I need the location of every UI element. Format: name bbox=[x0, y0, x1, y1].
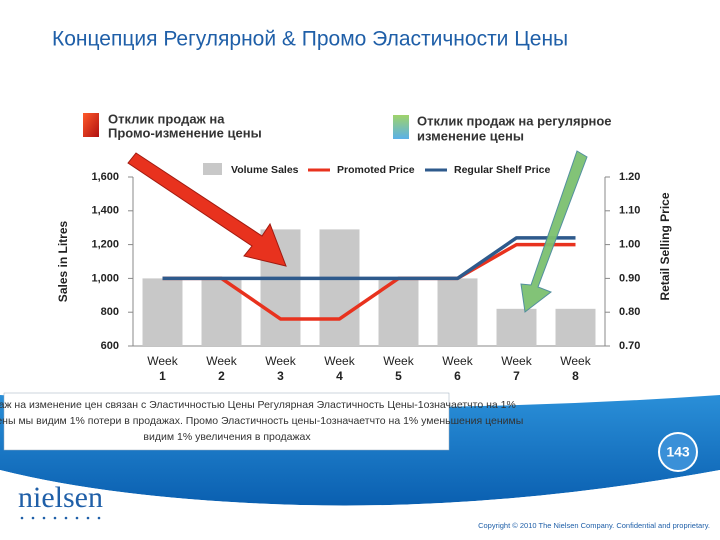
y-axis-title: Sales in Litres bbox=[56, 220, 70, 302]
y2-tick-label: 1.20 bbox=[619, 171, 640, 183]
x-tick-label: Week 4 bbox=[324, 354, 355, 383]
logo-dots bbox=[20, 516, 101, 520]
regular-arrow bbox=[520, 150, 588, 313]
y-tick-label: 1,600 bbox=[91, 171, 119, 183]
y2-axis-title: Retail Selling Price bbox=[658, 192, 672, 300]
y-tick-label: 1,000 bbox=[91, 272, 119, 284]
promo-arrow bbox=[127, 152, 287, 267]
legend-label: Volume Sales bbox=[231, 164, 299, 176]
x-tick-label: Week 6 bbox=[442, 354, 473, 383]
regular-callout: изменение цены bbox=[417, 128, 524, 143]
y-tick-label: 600 bbox=[101, 340, 119, 352]
bar bbox=[555, 308, 596, 346]
price-line bbox=[162, 236, 576, 281]
x-tick-label: Week 7 bbox=[501, 354, 532, 383]
logo: nielsen bbox=[18, 481, 103, 514]
y2-tick-label: 0.70 bbox=[619, 340, 640, 352]
x-tick-label: Week 1 bbox=[147, 354, 178, 383]
legend-label: Regular Shelf Price bbox=[454, 164, 550, 176]
note-line: Отклик продаж на изменение цен связан с … bbox=[0, 399, 516, 411]
y-tick-label: 1,400 bbox=[91, 205, 119, 217]
promo-callout: Отклик продаж на bbox=[108, 111, 225, 126]
y2-tick-label: 0.80 bbox=[619, 306, 640, 318]
y2-tick-label: 1.00 bbox=[619, 239, 640, 251]
legend-swatch bbox=[203, 163, 222, 175]
bar bbox=[496, 308, 537, 346]
y2-tick-label: 1.10 bbox=[619, 205, 640, 217]
white-wave bbox=[0, 470, 720, 540]
x-tick-label: Week 2 bbox=[206, 354, 237, 383]
slide-title: Концепция Регулярной & Промо Эластичност… bbox=[52, 28, 568, 51]
bar bbox=[437, 278, 478, 346]
regular-icon bbox=[393, 115, 409, 139]
note-line: увеличения цены мы видим 1% потери в про… bbox=[0, 415, 523, 427]
note-box bbox=[3, 392, 450, 451]
x-tick-label: Week 3 bbox=[265, 354, 296, 383]
promo-icon bbox=[83, 113, 99, 137]
y-tick-label: 800 bbox=[101, 306, 119, 318]
chart: 600 800 1,000 1,200 1,400 1,600 0.70 0.80 0.90 1.… bbox=[56, 163, 672, 383]
promo-callout: Промо-изменение цены bbox=[108, 125, 262, 140]
regular-callout: Отклик продаж на регулярное bbox=[417, 113, 612, 128]
bar bbox=[319, 229, 360, 346]
x-tick-label: Week 5 bbox=[383, 354, 414, 383]
copyright: Copyright © 2010 The Nielsen Company. Co… bbox=[478, 521, 710, 530]
page-badge bbox=[658, 432, 698, 472]
note-line: видим 1% увеличения в продажах bbox=[143, 431, 311, 443]
legend-label: Promoted Price bbox=[337, 164, 415, 176]
page-number: 143 bbox=[666, 444, 690, 460]
x-tick-label: Week 8 bbox=[560, 354, 591, 383]
bar bbox=[142, 278, 183, 346]
y-tick-label: 1,200 bbox=[91, 239, 119, 251]
y2-tick-label: 0.90 bbox=[619, 272, 640, 284]
price-line bbox=[162, 242, 576, 321]
